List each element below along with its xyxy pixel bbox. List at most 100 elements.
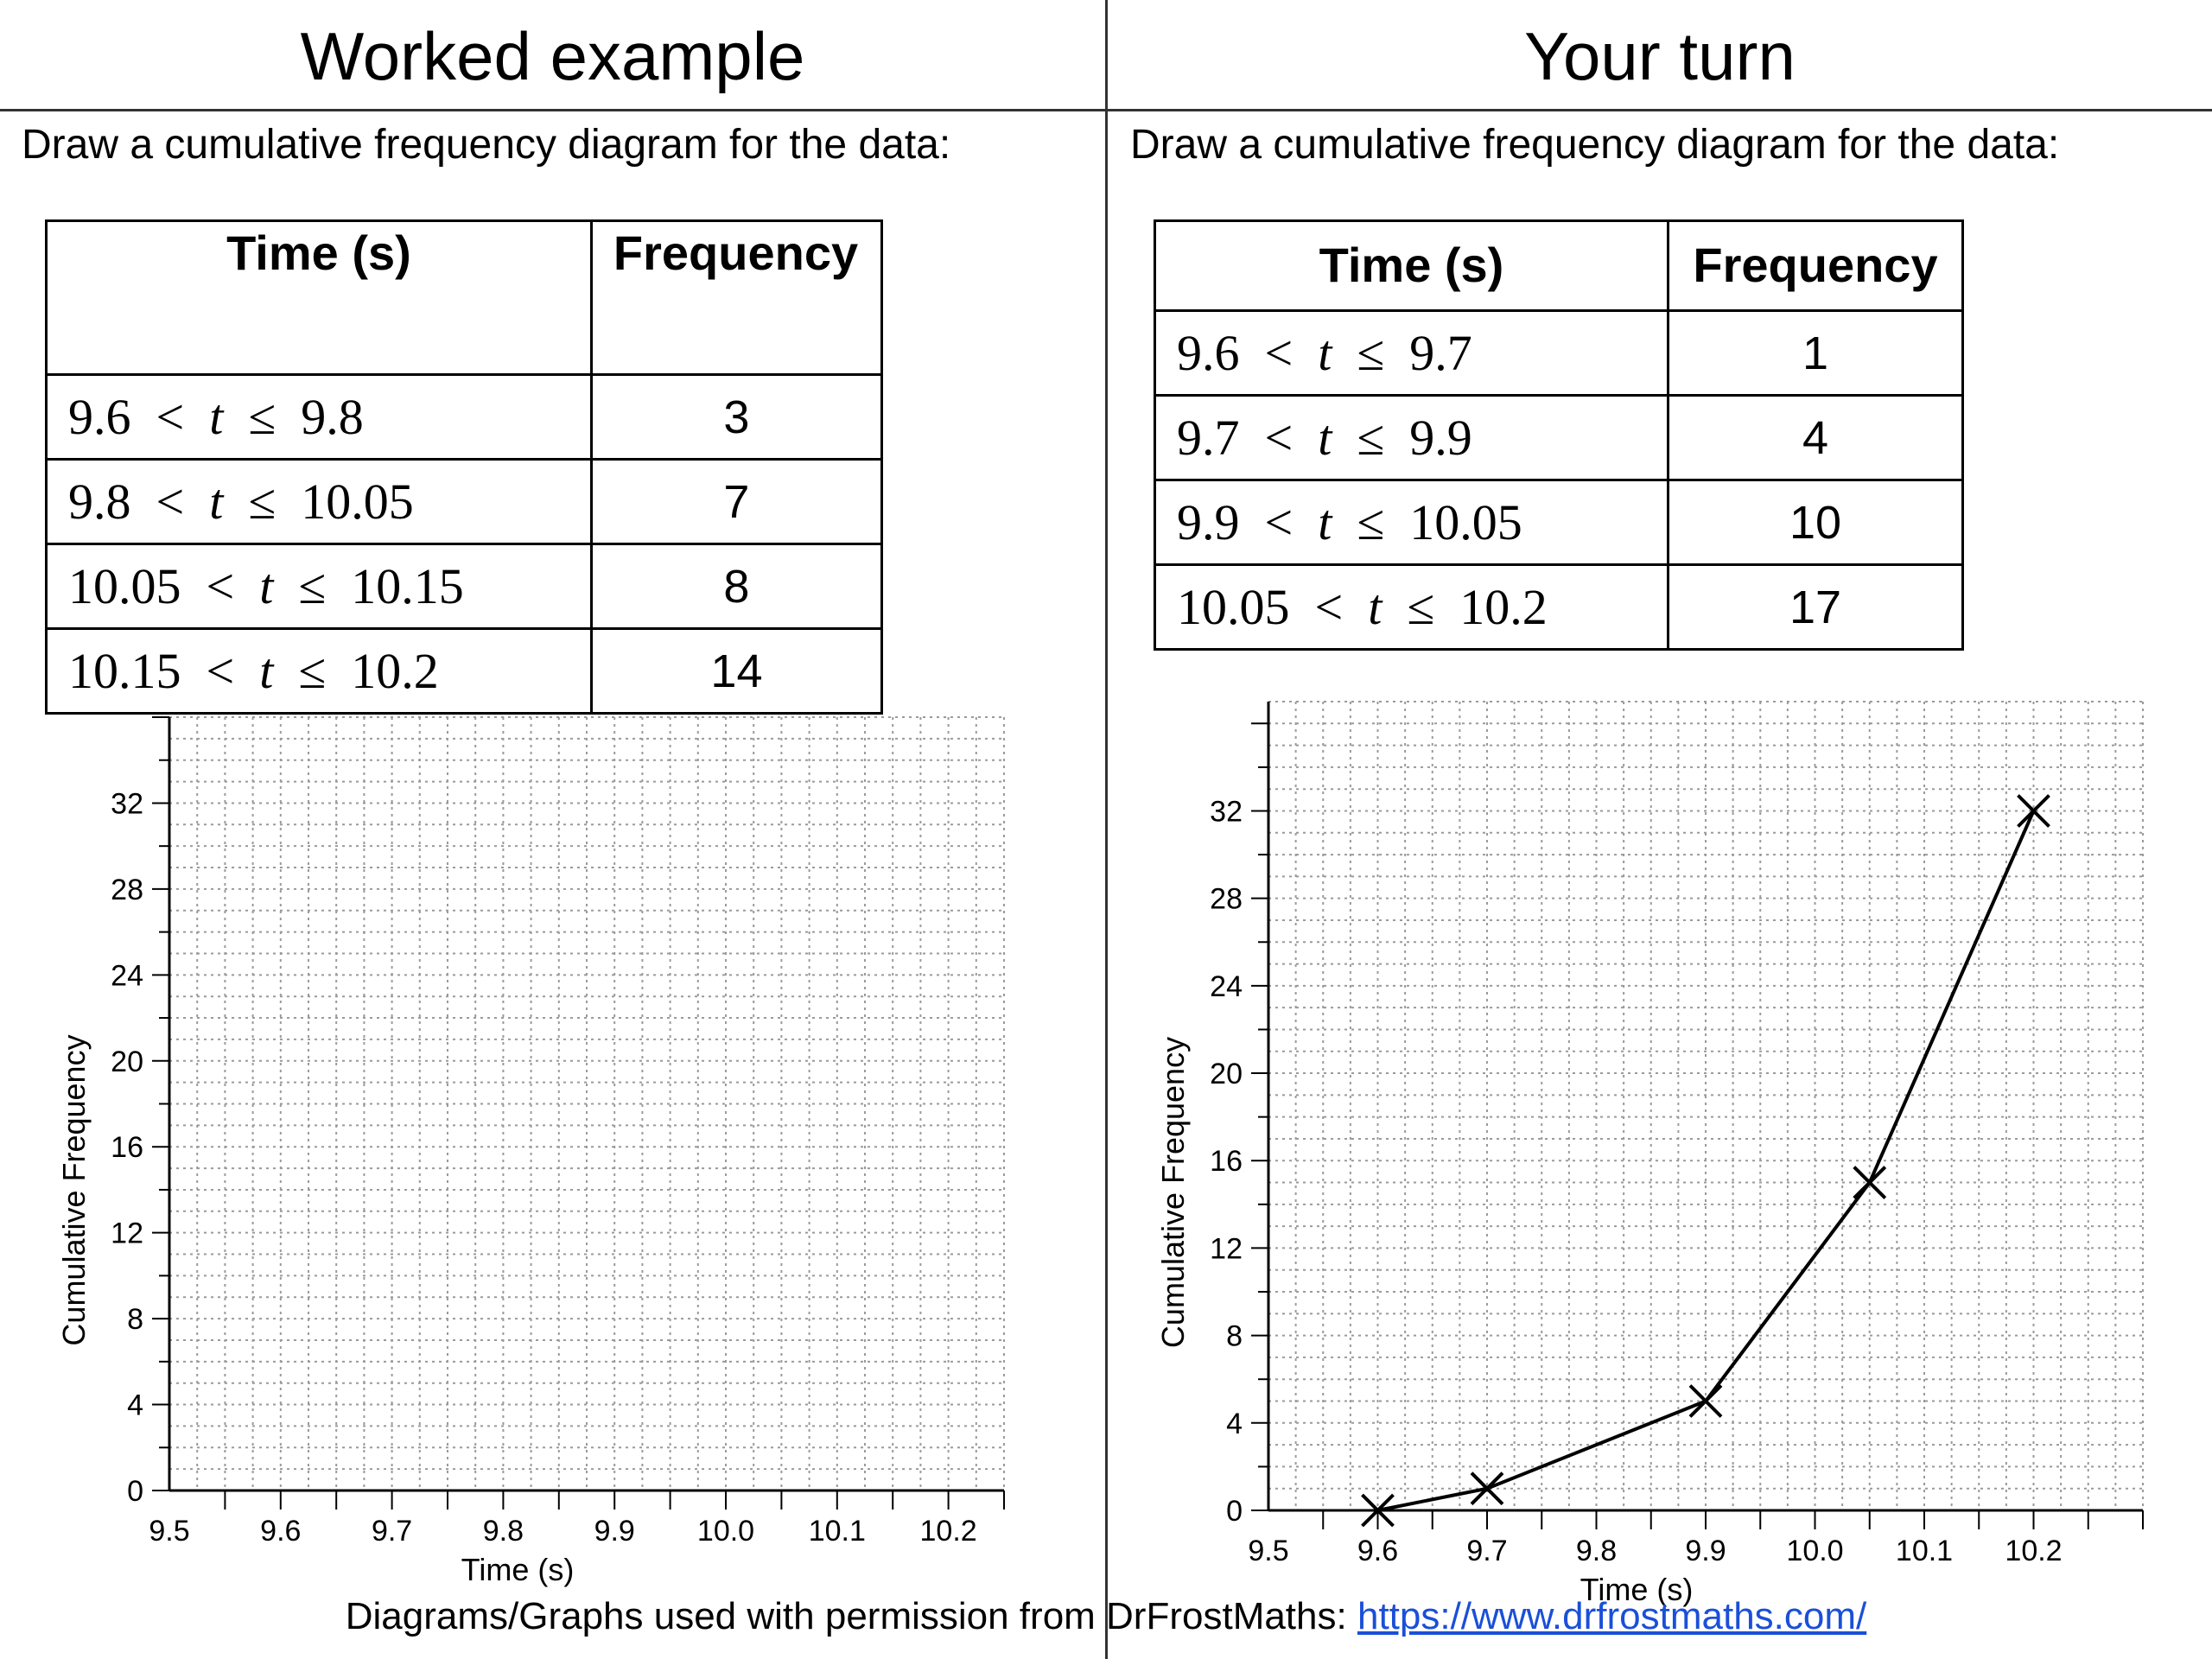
interval-cell: 10.15 < t ≤ 10.2 bbox=[45, 627, 593, 715]
upper-bound: 10.2 bbox=[351, 643, 439, 699]
upper-bound: 9.8 bbox=[301, 389, 364, 445]
x-tick-label: 10.2 bbox=[2005, 1535, 2062, 1567]
table-row: 10.05 < t ≤ 10.2 17 bbox=[1154, 563, 1964, 651]
y-tick-label: 32 bbox=[111, 787, 143, 820]
frequency-cell: 7 bbox=[589, 458, 884, 545]
lower-bound: 9.8 bbox=[68, 474, 131, 530]
data-point-cross bbox=[1470, 1471, 1504, 1506]
variable-t: t bbox=[1318, 325, 1332, 381]
worked-example-frequency-table: Time (s) Frequency 9.6 < t ≤ 9.8 3 9.8 < t… bbox=[45, 219, 884, 715]
upper-bound: 10.05 bbox=[301, 474, 414, 530]
table-row: 9.9 < t ≤ 10.05 10 bbox=[1154, 479, 1964, 566]
data-point-cross bbox=[1688, 1384, 1723, 1418]
variable-t: t bbox=[259, 558, 274, 614]
table-row: 9.6 < t ≤ 9.8 3 bbox=[45, 373, 884, 461]
variable-t: t bbox=[209, 474, 224, 530]
y-tick-label: 4 bbox=[127, 1389, 143, 1422]
y-axis-label: Cumulative Frequency bbox=[1155, 1037, 1191, 1348]
x-axis-label: Time (s) bbox=[461, 1552, 575, 1587]
table-row: 9.7 < t ≤ 9.9 4 bbox=[1154, 394, 1964, 481]
lower-bound: 9.7 bbox=[1177, 410, 1240, 466]
less-than-symbol: < bbox=[1264, 325, 1294, 381]
upper-bound: 10.05 bbox=[1409, 494, 1522, 550]
less-equal-symbol: ≤ bbox=[298, 558, 327, 614]
your-turn-heading: Your turn bbox=[1524, 18, 1796, 94]
table-row: 9.6 < t ≤ 9.7 1 bbox=[1154, 309, 1964, 397]
lower-bound: 10.05 bbox=[1177, 579, 1290, 635]
attribution-footer: Diagrams/Graphs used with permission fro… bbox=[0, 1595, 2212, 1638]
plot-area bbox=[1268, 702, 2143, 1510]
less-than-symbol: < bbox=[1264, 494, 1294, 550]
data-point-cross bbox=[2017, 794, 2050, 828]
x-tick-label: 9.5 bbox=[149, 1515, 189, 1548]
frequency-cell: 3 bbox=[589, 373, 884, 461]
less-than-symbol: < bbox=[206, 558, 235, 614]
y-tick-label: 20 bbox=[111, 1046, 143, 1078]
less-equal-symbol: ≤ bbox=[1357, 410, 1385, 466]
table-row: 10.05 < t ≤ 10.15 8 bbox=[45, 543, 884, 630]
cross-stroke bbox=[1688, 1384, 1723, 1418]
x-tick-label: 9.9 bbox=[1685, 1535, 1726, 1567]
less-equal-symbol: ≤ bbox=[1357, 494, 1385, 550]
table-row: 9.8 < t ≤ 10.05 7 bbox=[45, 458, 884, 545]
frequency-cell: 4 bbox=[1667, 394, 1964, 481]
cross-stroke bbox=[1853, 1166, 1887, 1199]
interval-cell: 10.05 < t ≤ 10.2 bbox=[1154, 563, 1669, 651]
less-equal-symbol: ≤ bbox=[1357, 325, 1385, 381]
upper-bound: 9.7 bbox=[1409, 325, 1472, 381]
interval-cell: 9.6 < t ≤ 9.8 bbox=[45, 373, 593, 461]
upper-bound: 10.2 bbox=[1459, 579, 1548, 635]
y-tick-label: 24 bbox=[111, 959, 143, 992]
less-than-symbol: < bbox=[1264, 410, 1294, 466]
lower-bound: 9.6 bbox=[68, 389, 131, 445]
drfrostmaths-link[interactable]: https://www.drfrostmaths.com/ bbox=[1357, 1595, 1867, 1637]
y-axis-label: Cumulative Frequency bbox=[56, 1034, 92, 1345]
x-tick-label: 9.9 bbox=[594, 1515, 635, 1548]
table-header-row: Time (s) Frequency bbox=[1154, 219, 1964, 312]
heading-divider bbox=[0, 109, 2212, 111]
y-tick-label: 24 bbox=[1210, 970, 1243, 1003]
data-point-cross bbox=[1361, 1493, 1395, 1528]
interval-cell: 9.9 < t ≤ 10.05 bbox=[1154, 479, 1669, 566]
frequency-column-header: Frequency bbox=[1667, 219, 1964, 312]
variable-t: t bbox=[1368, 579, 1382, 635]
lower-bound: 9.9 bbox=[1177, 494, 1240, 550]
x-tick-label: 9.6 bbox=[1357, 1535, 1398, 1567]
x-tick-label: 9.8 bbox=[483, 1515, 524, 1548]
table-header-row: Time (s) Frequency bbox=[45, 219, 884, 376]
y-tick-label: 12 bbox=[1210, 1232, 1243, 1265]
lower-bound: 10.05 bbox=[68, 558, 181, 614]
worked-example-heading: Worked example bbox=[300, 18, 805, 94]
x-tick-label: 9.7 bbox=[372, 1515, 412, 1548]
y-tick-label: 28 bbox=[1210, 883, 1243, 916]
left-instruction: Draw a cumulative frequency diagram for … bbox=[22, 122, 951, 168]
upper-bound: 9.9 bbox=[1409, 410, 1472, 466]
y-tick-label: 8 bbox=[127, 1303, 143, 1336]
x-tick-label: 10.1 bbox=[809, 1515, 866, 1548]
y-tick-label: 16 bbox=[1210, 1145, 1243, 1178]
time-column-header: Time (s) bbox=[45, 219, 593, 376]
upper-bound: 10.15 bbox=[351, 558, 464, 614]
your-turn-frequency-table: Time (s) Frequency 9.6 < t ≤ 9.7 1 9.7 < t… bbox=[1154, 219, 1964, 651]
less-equal-symbol: ≤ bbox=[1407, 579, 1435, 635]
panel-divider-vertical bbox=[1105, 0, 1108, 1659]
x-tick-label: 10.0 bbox=[1786, 1535, 1843, 1567]
less-equal-symbol: ≤ bbox=[248, 474, 276, 530]
interval-cell: 9.6 < t ≤ 9.7 bbox=[1154, 309, 1669, 397]
less-than-symbol: < bbox=[156, 474, 185, 530]
interval-cell: 9.8 < t ≤ 10.05 bbox=[45, 458, 593, 545]
variable-t: t bbox=[209, 389, 224, 445]
x-tick-label: 10.0 bbox=[697, 1515, 754, 1548]
less-than-symbol: < bbox=[206, 643, 235, 699]
frequency-cell: 1 bbox=[1667, 309, 1964, 397]
less-than-symbol: < bbox=[156, 389, 185, 445]
y-tick-label: 32 bbox=[1210, 795, 1243, 828]
x-tick-label: 9.5 bbox=[1248, 1535, 1288, 1567]
x-tick-label: 9.7 bbox=[1466, 1535, 1507, 1567]
time-column-header: Time (s) bbox=[1154, 219, 1669, 312]
lower-bound: 9.6 bbox=[1177, 325, 1240, 381]
cross-stroke bbox=[1361, 1493, 1395, 1528]
less-equal-symbol: ≤ bbox=[298, 643, 327, 699]
